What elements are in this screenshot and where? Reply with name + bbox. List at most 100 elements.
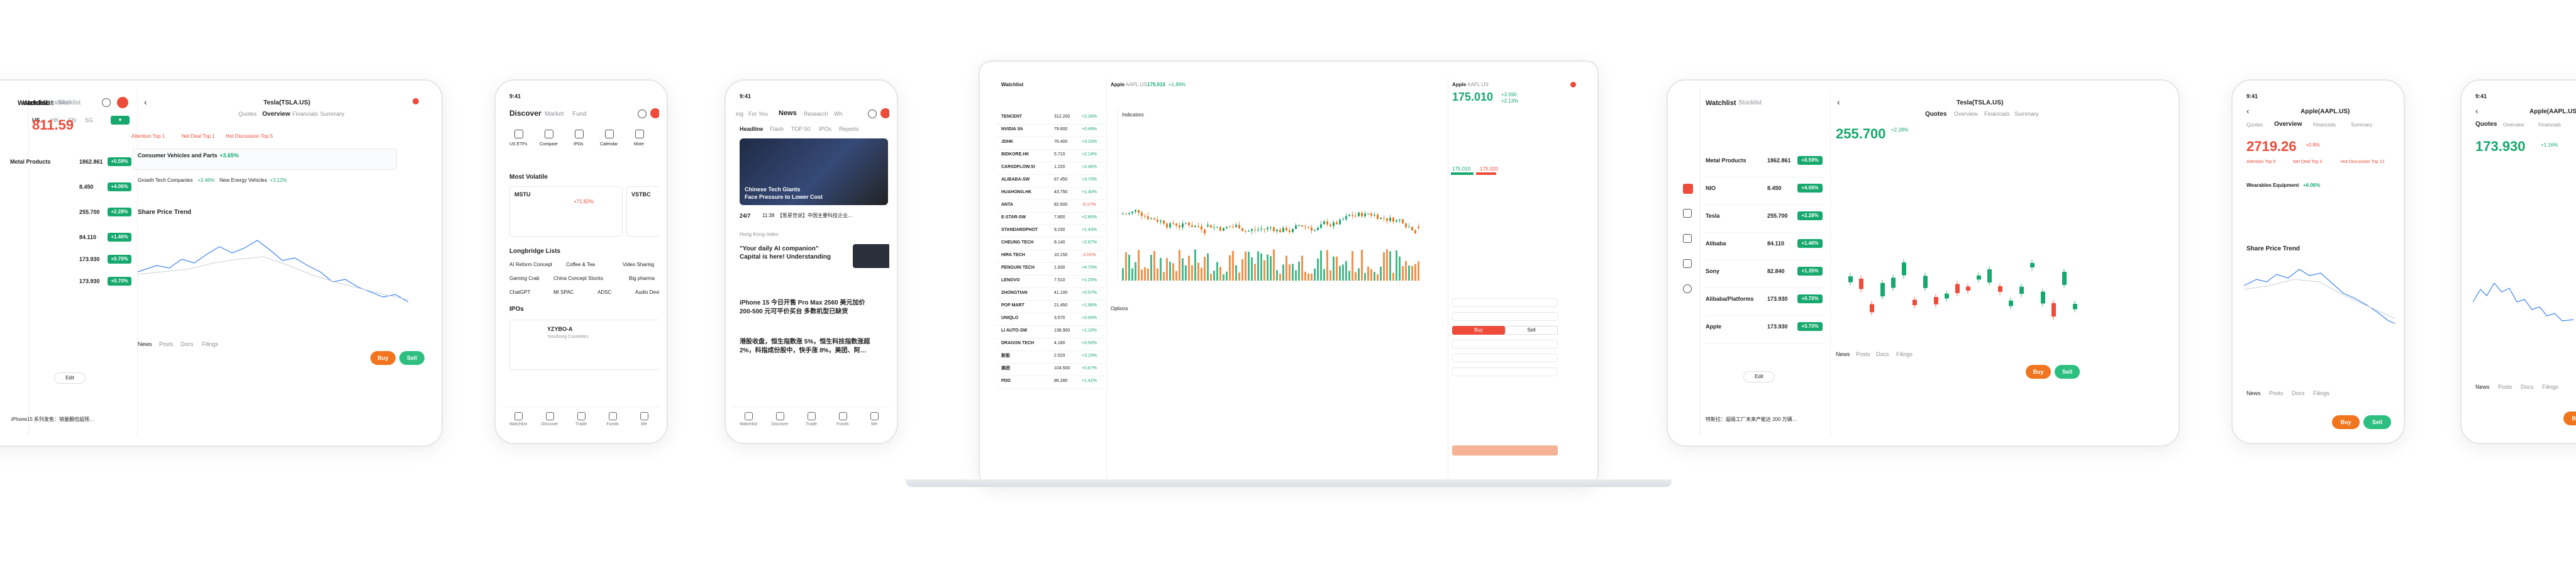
ipo-icon[interactable] xyxy=(575,130,584,138)
sell-button[interactable]: Sell xyxy=(2363,415,2391,429)
etf-icon[interactable] xyxy=(514,130,523,138)
nav-trade-icon[interactable] xyxy=(1683,234,1692,243)
sell-button[interactable]: Sell xyxy=(2055,365,2080,379)
tab-news[interactable]: News xyxy=(1836,351,1850,357)
tab-quotes[interactable]: Quotes xyxy=(238,111,257,117)
list-tag[interactable]: Audio Device xyxy=(635,289,659,295)
tab-news[interactable]: News xyxy=(2246,390,2261,396)
edit-button[interactable]: Edit xyxy=(1743,371,1775,383)
tab-posts[interactable]: Posts xyxy=(2269,390,2284,396)
watchlist-title[interactable]: Watchlist xyxy=(1001,82,1024,87)
list-item[interactable]: BIDKORE.HK 5.710 +2.14% xyxy=(996,150,1106,162)
filter-sg[interactable]: SG xyxy=(85,117,94,123)
tab-filings[interactable]: Filings xyxy=(2313,390,2330,396)
sell-button[interactable]: Sell xyxy=(399,351,425,365)
flash-text[interactable]: 【氪星世说】中国主要科技企业… xyxy=(777,213,853,218)
tab-foryou[interactable]: For You xyxy=(748,111,769,117)
tab-overview[interactable]: Overview xyxy=(2503,122,2524,128)
back-icon[interactable]: ‹ xyxy=(2246,106,2250,116)
list-tag[interactable]: Gaming Crab xyxy=(509,276,540,281)
tab-docs[interactable]: Docs xyxy=(1876,351,1889,357)
nav-funds[interactable]: Funds xyxy=(830,412,855,427)
list-item[interactable]: 美团 104.500 +0.67% xyxy=(996,364,1106,376)
tab-docs[interactable]: Docs xyxy=(180,341,194,347)
tab-overview[interactable]: Overview xyxy=(2274,121,2302,128)
list-tag[interactable]: Big pharma xyxy=(629,276,655,281)
sort-chip[interactable]: ▾ xyxy=(111,116,130,125)
buy-button[interactable]: Buy xyxy=(2332,415,2360,429)
drawing-toolbar[interactable] xyxy=(1107,107,1118,283)
more-icon[interactable] xyxy=(635,130,644,138)
tab-news[interactable]: News xyxy=(779,109,797,117)
order-symbol-field[interactable] xyxy=(1452,298,1558,307)
filter-hk[interactable]: HK xyxy=(51,117,59,123)
nav-trade[interactable]: Trade xyxy=(799,412,824,427)
sell-toggle[interactable]: Sell xyxy=(1505,326,1558,335)
quantity-input[interactable] xyxy=(1452,354,1558,362)
list-tag[interactable]: Coffee & Tea xyxy=(566,262,595,267)
news-title-2[interactable]: Capital is here! Understanding xyxy=(740,254,831,260)
tab-following[interactable]: ing xyxy=(736,111,744,117)
buy-button[interactable]: Buy xyxy=(370,351,396,365)
subtab-flash[interactable]: Flash xyxy=(770,126,784,132)
news-ticker[interactable]: 特斯拉：超级工厂未来产能达 200 万辆… xyxy=(1706,417,1797,422)
tab-financials[interactable]: Financials xyxy=(2538,122,2562,128)
subtab-ipos[interactable]: IPOs xyxy=(819,126,832,132)
list-item[interactable]: ALIBABA-SW 67.450 +3.70% xyxy=(996,175,1106,187)
tab-fund[interactable]: Fund xyxy=(572,111,587,118)
avatar[interactable] xyxy=(650,108,659,118)
volatile-card[interactable] xyxy=(509,186,623,237)
list-item[interactable]: Sony 82.840 +1.35% xyxy=(1706,263,1825,288)
watchlist-title[interactable]: Watchlist xyxy=(18,99,48,107)
list-item[interactable]: LENOVO 7.510 +1.25% xyxy=(996,276,1106,288)
tab-overview[interactable]: Overview xyxy=(262,111,291,118)
compare-icon[interactable] xyxy=(545,130,553,138)
sector-name[interactable]: Wearables Equipment xyxy=(2246,182,2299,188)
tab-financials[interactable]: Financials xyxy=(1984,111,2010,117)
list-item[interactable]: 新股 2.520 +3.19% xyxy=(996,351,1106,364)
tab-wh[interactable]: Wh xyxy=(834,111,843,117)
list-item[interactable]: PDD 86.280 +1.42% xyxy=(996,376,1106,389)
back-icon[interactable]: ‹ xyxy=(1837,97,1840,107)
search-icon[interactable] xyxy=(868,109,877,118)
price-input[interactable] xyxy=(1452,340,1558,349)
nav-discover[interactable]: Discover xyxy=(767,412,792,427)
list-item[interactable]: POP MART 21.450 +1.98% xyxy=(996,301,1106,313)
list-item[interactable]: NVIDIA Sh 79.600 +0.49% xyxy=(996,125,1106,137)
nav-discover-icon[interactable] xyxy=(1683,209,1692,218)
news-title-2[interactable]: 2%，科指成份股中，快手涨 8%，美团、阿… xyxy=(740,347,867,354)
nav-me[interactable]: Me xyxy=(631,412,657,427)
list-item[interactable]: Alibaba 84.110 +1.46% xyxy=(1706,235,1825,260)
nav-me-icon[interactable] xyxy=(1683,284,1692,293)
tab-docs[interactable]: Docs xyxy=(2292,390,2305,396)
nav-trade[interactable]: Trade xyxy=(569,412,594,427)
list-item[interactable]: HIRA TECH 10.150 -2.01% xyxy=(996,250,1106,263)
back-icon[interactable]: ‹ xyxy=(2475,106,2479,116)
subtab-headline[interactable]: Headline xyxy=(740,126,763,132)
list-item[interactable]: JDHK 76.400 +3.33% xyxy=(996,137,1106,150)
subtab-top50[interactable]: TOP 50 xyxy=(791,126,811,132)
tab-summary[interactable]: Summary xyxy=(2014,111,2039,117)
tab-posts[interactable]: Posts xyxy=(1856,351,1870,357)
tab-quotes[interactable]: Quotes xyxy=(2475,121,2497,128)
list-item[interactable]: Metal Products xyxy=(10,159,51,165)
indicators-button[interactable]: Indicators xyxy=(1122,112,1144,118)
avatar[interactable] xyxy=(117,97,128,108)
buy-button[interactable]: Buy xyxy=(2563,411,2576,425)
search-icon[interactable] xyxy=(638,109,647,118)
calendar-icon[interactable] xyxy=(605,130,614,138)
list-item[interactable]: ZHONGTIAN 41.100 +0.57% xyxy=(996,288,1106,301)
tab-financials[interactable]: Financials xyxy=(292,111,318,117)
edit-button[interactable]: Edit xyxy=(54,372,86,384)
tab-financials[interactable]: Financials xyxy=(2313,122,2336,128)
list-item[interactable]: ANTA 82.600 -0.17% xyxy=(996,200,1106,213)
list-item[interactable]: Metal Products 1862.861 +0.59% xyxy=(1706,152,1825,177)
submit-order-button[interactable] xyxy=(1452,445,1558,456)
avatar[interactable] xyxy=(880,108,889,118)
stocklist-tab[interactable]: Stocklist xyxy=(1738,99,1762,106)
tab-discover[interactable]: Discover xyxy=(509,109,541,118)
filter-cn[interactable]: CN xyxy=(68,117,76,123)
list-tag[interactable]: Video Sharing xyxy=(623,262,655,267)
tab-quotes[interactable]: Quotes xyxy=(2246,122,2263,128)
watchlist-title[interactable]: Watchlist xyxy=(23,99,53,107)
